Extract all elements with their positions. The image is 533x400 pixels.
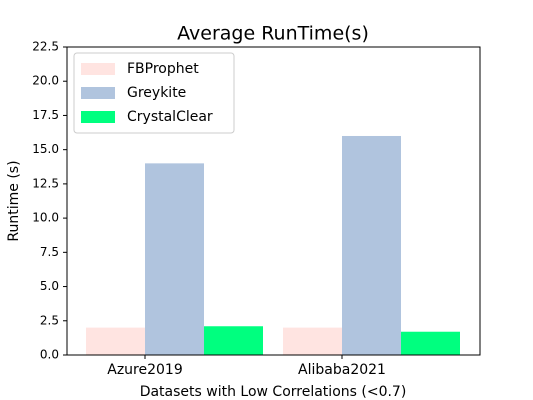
plot-frame [66, 46, 481, 356]
x-tick-label: Alibaba2021 [298, 362, 386, 378]
legend-swatch [81, 111, 115, 123]
legend-label: FBProphet [127, 61, 199, 77]
chart-title: Average RunTime(s) [177, 23, 369, 45]
y-tick-label: 10.0 [32, 211, 59, 225]
x-axis-label: Datasets with Low Correlations (<0.7) [140, 384, 407, 400]
y-tick-label: 17.5 [32, 108, 59, 122]
y-tick-label: 12.5 [32, 176, 59, 190]
bar [86, 327, 145, 355]
y-tick-label: 20.0 [32, 74, 59, 88]
bar [401, 331, 460, 355]
y-tick-label: 7.5 [40, 245, 59, 259]
bar [145, 163, 204, 355]
y-tick-label: 22.5 [32, 40, 59, 54]
legend-swatch [81, 87, 115, 99]
y-axis-label: Runtime (s) [6, 160, 22, 241]
bar [342, 135, 401, 355]
legend-label: Greykite [127, 85, 186, 101]
x-tick-label: Azure2019 [107, 362, 183, 378]
bar [283, 327, 342, 355]
bar [204, 326, 263, 355]
y-tick-label: 2.5 [40, 313, 59, 327]
y-tick-label: 15.0 [32, 142, 59, 156]
legend-label: CrystalClear [127, 109, 213, 125]
y-tick-label: 5.0 [40, 279, 59, 293]
y-tick-label: 0.0 [40, 348, 59, 362]
legend-swatch [81, 63, 115, 75]
